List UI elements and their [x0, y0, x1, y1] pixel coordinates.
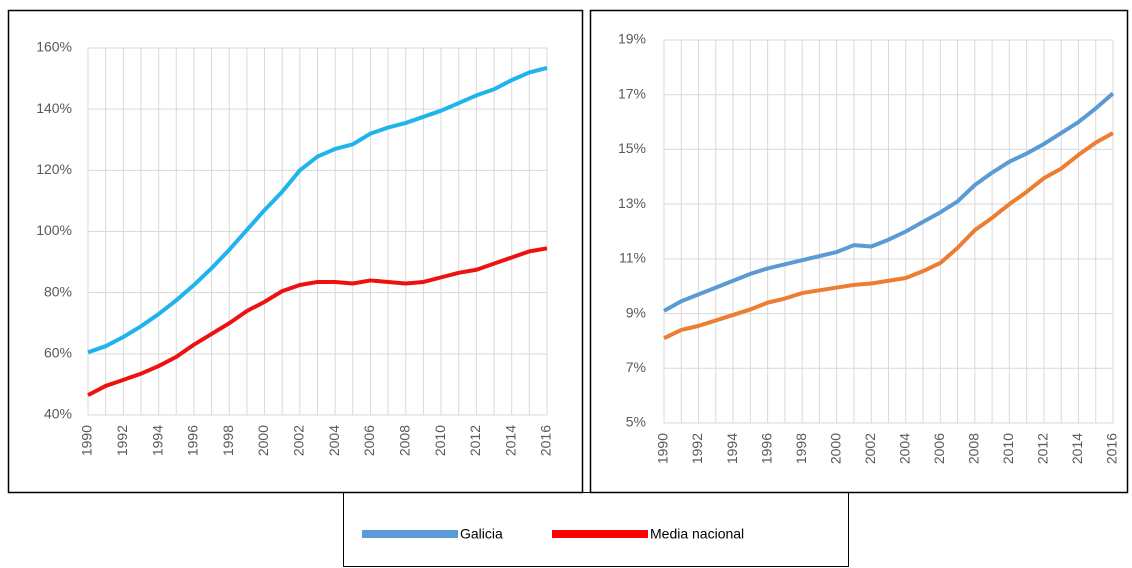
y-tick-label: 60% [44, 345, 72, 361]
x-tick-label: 2000 [255, 425, 271, 456]
y-tick-label: 19% [618, 31, 646, 47]
legend-swatch [362, 530, 458, 538]
x-tick-label: 1992 [689, 433, 705, 464]
x-tick-label: 1992 [114, 425, 130, 456]
x-tick-label: 2000 [827, 433, 843, 464]
x-tick-label: 1998 [220, 425, 236, 456]
y-tick-label: 9% [626, 304, 646, 320]
y-tick-label: 15% [618, 140, 646, 156]
x-tick-label: 2014 [502, 425, 518, 456]
x-tick-label: 1996 [758, 433, 774, 464]
x-tick-label: 2016 [1104, 433, 1120, 464]
x-tick-label: 2006 [931, 433, 947, 464]
x-tick-label: 2008 [396, 425, 412, 456]
y-tick-label: 140% [36, 100, 72, 116]
y-tick-label: 80% [44, 283, 72, 299]
x-tick-label: 2006 [361, 425, 377, 456]
x-tick-label: 2016 [538, 425, 554, 456]
legend-box [343, 492, 849, 567]
legend-swatch [552, 530, 648, 538]
legend-label: Media nacional [650, 526, 744, 542]
y-tick-label: 120% [36, 161, 72, 177]
left-panel-border [7, 9, 584, 494]
series-line [87, 246, 548, 397]
x-tick-label: 1996 [185, 425, 201, 456]
series-line [663, 91, 1115, 313]
y-tick-label: 7% [626, 359, 646, 375]
y-tick-label: 5% [626, 414, 646, 430]
x-tick-label: 2004 [326, 425, 342, 456]
y-tick-label: 40% [44, 406, 72, 422]
x-tick-label: 1994 [724, 433, 740, 464]
series-line [87, 65, 548, 355]
y-tick-label: 160% [36, 39, 72, 55]
right-panel-border [589, 9, 1129, 494]
x-tick-label: 2010 [1000, 433, 1016, 464]
x-tick-label: 2004 [896, 433, 912, 464]
x-tick-label: 1994 [149, 425, 165, 456]
x-tick-label: 2010 [432, 425, 448, 456]
series-line [663, 131, 1114, 340]
x-tick-label: 1990 [655, 433, 671, 464]
x-tick-label: 1990 [79, 425, 95, 456]
x-tick-label: 2002 [862, 433, 878, 464]
y-tick-label: 13% [618, 195, 646, 211]
x-tick-label: 2008 [966, 433, 982, 464]
x-tick-label: 2012 [467, 425, 483, 456]
y-tick-label: 17% [618, 85, 646, 101]
x-tick-label: 2002 [291, 425, 307, 456]
y-tick-label: 11% [619, 250, 646, 266]
legend-label: Galicia [460, 526, 503, 542]
x-tick-label: 2012 [1035, 433, 1051, 464]
y-tick-label: 100% [36, 222, 72, 238]
x-tick-label: 2014 [1069, 433, 1085, 464]
x-tick-label: 1998 [793, 433, 809, 464]
